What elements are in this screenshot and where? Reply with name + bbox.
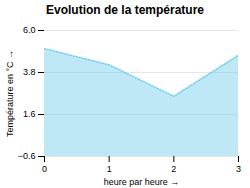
svg-text:0: 0 [42, 164, 47, 174]
svg-text:1: 1 [107, 164, 112, 174]
svg-text:−0.6: −0.6 [18, 151, 36, 161]
svg-text:6.0: 6.0 [23, 25, 36, 35]
html-text:Evolution de la température: Evolution de la température [46, 3, 204, 17]
svg-text:heure par heure →: heure par heure → [104, 177, 180, 187]
svg-text:3: 3 [236, 164, 241, 174]
svg-text:3.8: 3.8 [23, 67, 36, 77]
svg-text:2: 2 [171, 164, 176, 174]
svg-text:1.6: 1.6 [23, 109, 36, 119]
svg-text:Température en °C →: Température en °C → [5, 50, 15, 137]
